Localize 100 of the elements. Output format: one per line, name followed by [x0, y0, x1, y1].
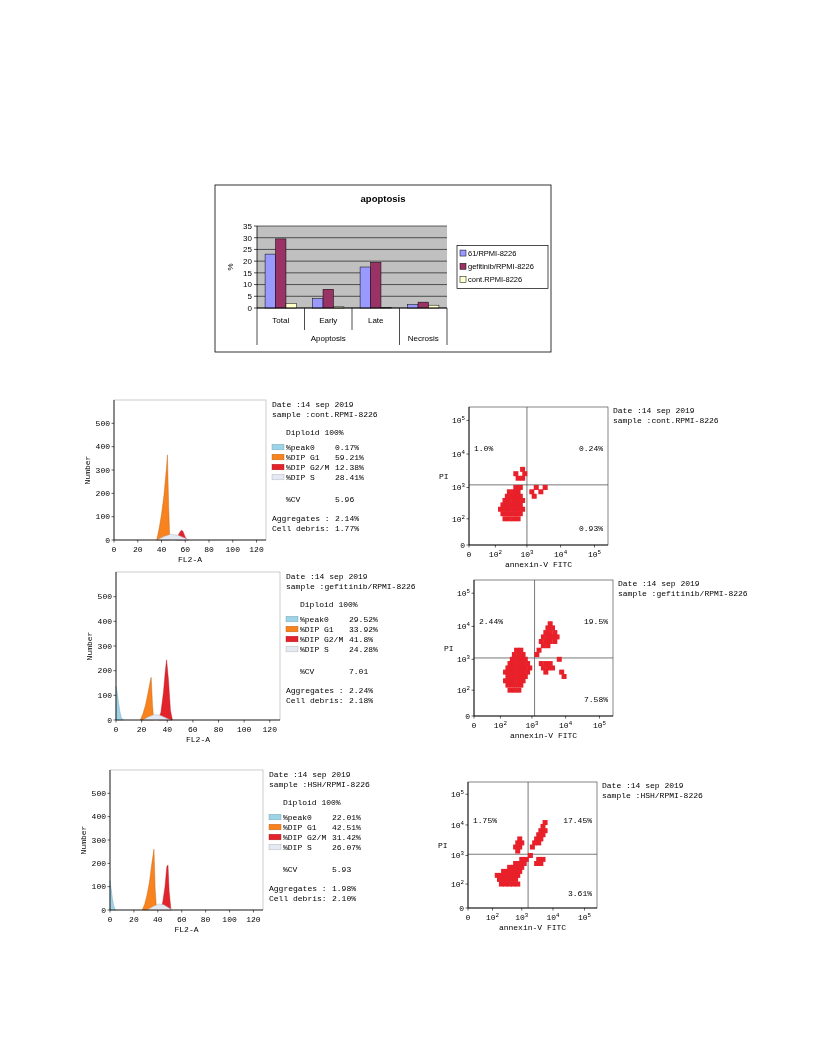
text: sample :HSH/RPMI-8226 [602, 791, 704, 800]
y-tick-label: 35 [243, 221, 253, 231]
x-axis-title: FL2-A [174, 925, 199, 934]
annotation: 0.93% [578, 524, 604, 534]
x-axis-title: annexin-V FITC [504, 560, 573, 569]
y-tick-label: 200 [91, 859, 107, 869]
text: %CV 5.93 [283, 865, 352, 874]
text: Cell debris: 2.18% [286, 696, 374, 705]
y-tick-label: 10$^{4}$ [456, 620, 471, 632]
x-tick-label: 120 [249, 545, 264, 554]
y-tick-label: 100 [91, 882, 107, 892]
x-tick-label: 40 [162, 725, 173, 734]
text: sample :cont.RPMI-8226 [613, 416, 719, 425]
y-tick-label: 10$^{3}$ [456, 653, 471, 665]
text: Date :14 sep 2019 [286, 572, 368, 581]
x-tick-label: 60 [188, 725, 198, 734]
y-tick-label: 10$^{5}$ [450, 788, 465, 800]
x-tick-label: 10$^{4}$ [554, 548, 568, 559]
text: %DIP S 28.41% [286, 473, 364, 482]
y-tick-label: 10$^{2}$ [456, 684, 471, 695]
x-tick-label: 10$^{3}$ [515, 911, 529, 922]
y-tick-label: 25 [243, 245, 253, 255]
text: %DIP S 24.28% [300, 645, 378, 654]
y-tick-label: 200 [97, 666, 113, 676]
text: %DIP S 26.07% [283, 843, 361, 852]
y-tick-label: 400 [95, 442, 111, 452]
y-tick-label: 400 [91, 812, 107, 822]
y-axis-title: PI [444, 643, 454, 653]
text: Date :14 sep 2019 [613, 406, 695, 415]
text: Date :14 sep 2019 [269, 770, 351, 779]
annotation: 3.61% [567, 888, 593, 898]
y-tick-label: 300 [95, 465, 111, 475]
y-tick-label: 10$^{5}$ [451, 414, 466, 426]
text: Aggregates : 1.98% [269, 884, 357, 893]
text: Date :14 sep 2019 [272, 400, 354, 409]
y-tick-label: 400 [97, 617, 113, 627]
annotation: 2.44% [479, 616, 504, 626]
x-tick-label: 60 [180, 545, 191, 554]
x-tick-label: Late [367, 316, 385, 325]
text: %DIP G1 42.51% [283, 823, 361, 832]
y-tick-label: 300 [97, 641, 113, 651]
legend-title: Diploid 100% [300, 600, 358, 609]
chart-title: apoptosis [360, 193, 406, 204]
x-axis-title: FL2-A [177, 555, 203, 564]
annotation: 0.24% [578, 444, 604, 454]
text: sample :gefitinib/RPMI-8226 [618, 589, 748, 598]
x-axis-title: annexin-V FITC [509, 731, 578, 740]
y-tick-label: 100 [97, 691, 113, 701]
x-tick-label: Early [319, 316, 338, 325]
x-tick-label: 0 [471, 721, 477, 730]
x-tick-label: 10$^{3}$ [525, 719, 540, 730]
x-tick-label: 10$^{4}$ [546, 911, 561, 922]
x-tick-label: 40 [153, 915, 163, 924]
y-tick-label: 30 [243, 233, 253, 243]
text: Aggregates : 2.24% [286, 686, 374, 695]
text: sample :gefitinib/RPMI-8226 [286, 582, 416, 591]
x-tick-label: 10$^{5}$ [577, 911, 592, 922]
x-tick-label: 10$^{2}$ [493, 719, 508, 730]
x-tick-label: 20 [132, 545, 143, 554]
y-tick-label: 200 [95, 489, 111, 499]
y-tick-label: 10 [243, 280, 253, 290]
x-tick-label: 10$^{3}$ [520, 548, 535, 559]
x-tick-label: 20 [129, 915, 139, 924]
x-tick-label: 100 [222, 915, 237, 924]
x-tick-label: 100 [225, 545, 241, 554]
y-tick-label: 0 [105, 535, 111, 545]
x-tick-label: 80 [213, 725, 224, 734]
y-tick-label: 10$^{3}$ [451, 481, 466, 493]
text: Aggregates : 2.14% [272, 514, 360, 523]
annotation: 19.5% [583, 616, 609, 626]
text: %CV 7.01 [300, 667, 369, 676]
y-tick-label: 0 [459, 903, 465, 913]
text: %DIP G1 33.92% [300, 625, 378, 634]
text: Date :14 sep 2019 [618, 579, 700, 588]
text: %peak0 0.17% [286, 443, 360, 452]
y-axis-title: % [226, 263, 235, 271]
y-tick-label: 500 [95, 419, 111, 429]
legend-label: %DIP G2/M 31.42% [283, 833, 361, 842]
y-tick-label: 300 [91, 835, 107, 845]
y-tick-label: 10$^{2}$ [450, 878, 465, 889]
legend-label: %DIP G2/M 12.38% [286, 463, 364, 472]
text: sample :HSH/RPMI-8226 [269, 780, 371, 789]
y-tick-label: 10$^{5}$ [456, 587, 471, 599]
x-tick-label: 120 [262, 725, 278, 734]
y-tick-label: 0 [465, 711, 471, 721]
x-tick-label: 0 [113, 725, 119, 734]
text: Cell debris: 1.77% [272, 524, 360, 533]
y-tick-label: 5 [247, 292, 253, 302]
x-axis-title: FL2-A [185, 735, 211, 744]
text: Cell debris: 2.10% [269, 894, 357, 903]
text: Necrosis [407, 334, 439, 343]
y-tick-label: 100 [95, 512, 111, 522]
y-axis-title: PI [439, 471, 449, 481]
annotation: 1.0% [474, 444, 494, 454]
y-tick-label: 20 [243, 256, 253, 266]
text: Date :14 sep 2019 [602, 781, 684, 790]
annotation: 17.45% [563, 815, 593, 825]
text: %CV 5.96 [286, 495, 355, 504]
y-axis-title: Number [79, 825, 88, 855]
x-tick-label: Total [272, 316, 290, 325]
